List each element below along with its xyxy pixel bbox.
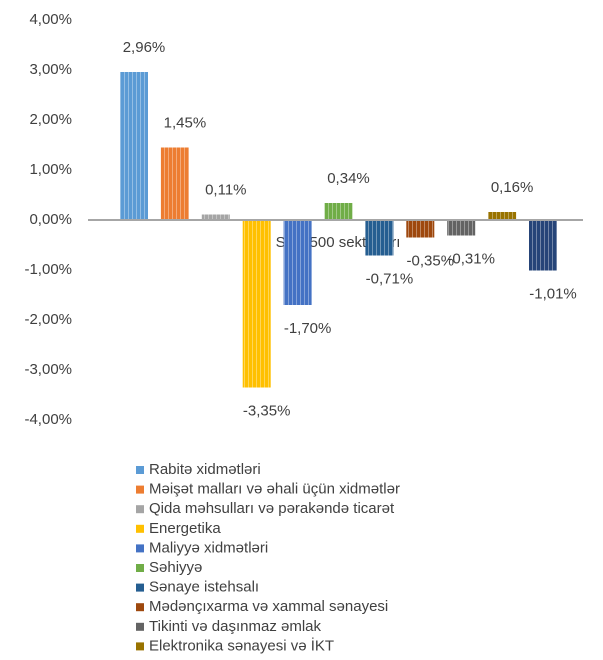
- value-label: -1,01%: [529, 285, 577, 302]
- bar-hatch: [283, 220, 312, 305]
- value-label: 0,11%: [205, 181, 246, 198]
- bar-hatch: [324, 203, 353, 220]
- y-tick-label: 3,00%: [29, 61, 72, 78]
- legend-swatch: [136, 505, 144, 514]
- bar-hatch: [242, 220, 271, 388]
- legend-swatch: [136, 466, 144, 474]
- legend-swatch: [136, 603, 144, 612]
- legend-label: Sənaye istehsalı: [149, 579, 259, 596]
- y-tick-label: -1,00%: [24, 261, 72, 278]
- value-label: -3,35%: [243, 402, 291, 419]
- bar-hatch: [447, 220, 476, 236]
- y-tick-label: 0,00%: [29, 211, 72, 228]
- y-tick-label: 2,00%: [29, 111, 72, 128]
- y-tick-label: -2,00%: [24, 311, 72, 328]
- y-tick-label: -3,00%: [24, 361, 72, 378]
- legend-label: Maliyyə xidmətləri: [149, 539, 268, 556]
- value-label: -0,71%: [366, 270, 414, 287]
- y-tick-label: 1,00%: [29, 161, 72, 178]
- y-tick-label: 4,00%: [29, 11, 72, 28]
- legend-swatch: [136, 485, 144, 494]
- legend-label: Qida məhsulları və pərakəndə ticarət: [149, 500, 395, 517]
- bar-hatch: [488, 212, 517, 220]
- y-tick-label: -4,00%: [24, 411, 72, 428]
- value-label: 1,45%: [164, 114, 207, 131]
- value-label: -0,35%: [407, 252, 455, 269]
- legend-label: Rabitə xidmətləri: [149, 461, 261, 478]
- bar-hatch: [160, 147, 189, 220]
- legend-label: Mədənçıxarma və xammal sənayesi: [149, 598, 388, 615]
- value-label: 0,16%: [491, 179, 534, 196]
- value-label: -0,31%: [447, 250, 495, 267]
- value-label: 0,34%: [327, 170, 370, 187]
- bar-hatch: [406, 220, 435, 238]
- legend-swatch: [136, 583, 144, 592]
- bar-hatch: [120, 72, 148, 220]
- legend-swatch: [136, 544, 144, 553]
- legend-label: Tikinti və daşınmaz əmlak: [149, 618, 322, 635]
- legend-swatch: [136, 564, 144, 572]
- legend-label: Səhiyyə: [149, 559, 202, 576]
- value-label: -1,70%: [284, 320, 332, 337]
- bar-hatch: [529, 220, 557, 271]
- value-label: 2,96%: [123, 39, 166, 56]
- legend-swatch: [136, 622, 144, 631]
- legend-label: Energetika: [149, 520, 221, 537]
- bar-hatch: [201, 214, 230, 220]
- bar-hatch: [365, 220, 394, 256]
- legend-label: Məişət malları və əhali üçün xidmətlər: [149, 481, 400, 498]
- legend-swatch: [136, 524, 144, 533]
- legend-swatch: [136, 642, 144, 651]
- legend-label: Elektronika sənayesi və İKT: [149, 636, 334, 654]
